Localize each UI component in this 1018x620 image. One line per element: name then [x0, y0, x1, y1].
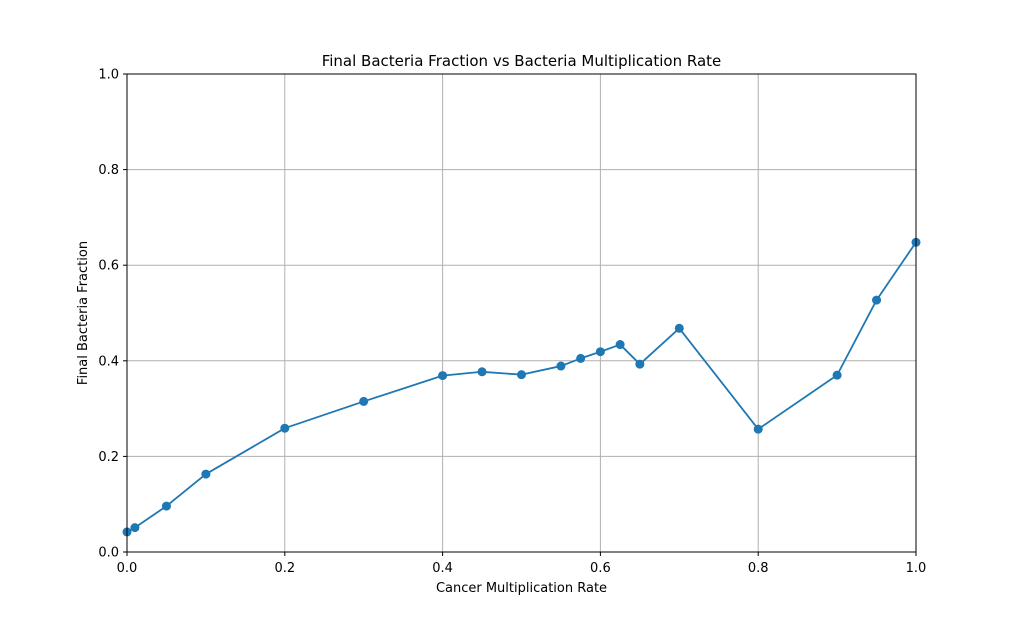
- x-tick-label: 0.6: [590, 561, 611, 576]
- data-point: [359, 396, 369, 406]
- data-point: [635, 359, 645, 369]
- data-point: [438, 371, 448, 381]
- data-point: [201, 469, 211, 479]
- data-point: [674, 323, 684, 333]
- y-tick-label: 0.4: [98, 354, 119, 369]
- data-point: [595, 347, 605, 357]
- data-point: [753, 424, 763, 434]
- y-tick-label: 1.0: [98, 68, 119, 83]
- data-point: [517, 370, 526, 380]
- y-tick-label: 0.0: [98, 546, 119, 561]
- grid: [126, 73, 917, 553]
- y-axis-label: Final Bacteria Fraction: [76, 241, 91, 385]
- x-tick-label: 0.8: [748, 561, 769, 576]
- data-point: [872, 295, 882, 305]
- data-point: [832, 370, 842, 380]
- data-point: [556, 361, 566, 371]
- ticks: 0.0 0.2 0.4 0.6 0.8 1.0 0.0 0.2 0.4 0.6 0.8 1.0: [98, 68, 926, 577]
- x-axis-label: Cancer Multiplication Rate: [436, 581, 607, 596]
- data-point: [130, 523, 140, 533]
- data-point: [280, 423, 290, 433]
- data-point: [161, 501, 171, 511]
- x-tick-label: 0.0: [117, 561, 138, 576]
- y-tick-label: 0.8: [98, 163, 119, 178]
- chart-title: Final Bacteria Fraction vs Bacteria Mult…: [322, 52, 722, 70]
- y-tick-label: 0.6: [98, 259, 119, 274]
- series-layer: [122, 237, 921, 537]
- plot-frame: [126, 73, 917, 553]
- series-line: [126, 241, 917, 533]
- y-tick-label: 0.2: [98, 450, 119, 465]
- data-point: [477, 367, 487, 377]
- x-tick-label: 1.0: [906, 561, 927, 576]
- x-tick-label: 0.2: [274, 561, 295, 576]
- data-point: [576, 353, 586, 363]
- x-tick-label: 0.4: [432, 561, 453, 576]
- data-point: [615, 340, 625, 350]
